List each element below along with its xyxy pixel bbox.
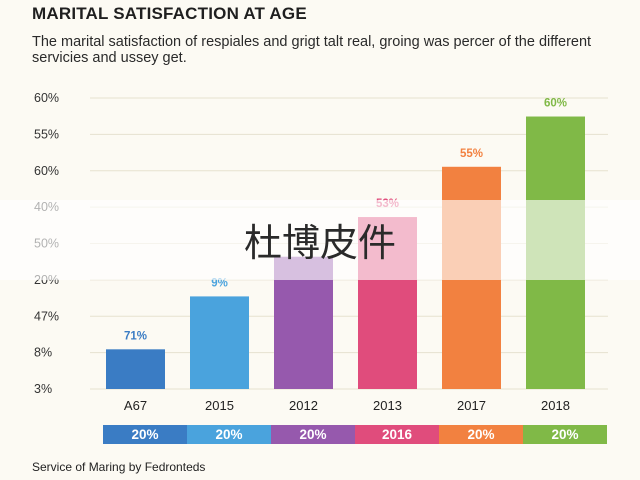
x-tick-label: 2013 (373, 398, 402, 413)
x-tick-label: 2012 (289, 398, 318, 413)
y-tick-label: 8% (34, 346, 52, 360)
strip-cell: 20% (439, 425, 523, 444)
y-tick-label: 60% (34, 91, 59, 105)
data-label: 9% (211, 277, 228, 289)
strip-cell: 20% (271, 425, 355, 444)
x-tick-label: A67 (124, 398, 147, 413)
x-axis-ticks: A67 2015 2012 2013 2017 2018 (124, 398, 570, 413)
strip-cell: 20% (187, 425, 271, 444)
y-tick-label: 55% (34, 127, 59, 141)
data-label: 60% (544, 98, 567, 110)
x-tick-label: 2017 (457, 398, 486, 413)
data-label: 71% (124, 330, 147, 342)
data-label: 55% (460, 148, 483, 160)
watermark-band (0, 200, 640, 280)
bar (106, 349, 165, 389)
x-tick-label: 2018 (541, 398, 570, 413)
strip-cell: 2016 (355, 425, 439, 444)
y-tick-label: 47% (34, 309, 59, 323)
color-strip: 20% 20% 20% 2016 20% 20% (103, 425, 607, 444)
strip-cell: 20% (103, 425, 187, 444)
x-tick-label: 2015 (205, 398, 234, 413)
chart-subtitle: The marital satisfaction of respiales an… (32, 34, 592, 66)
chart-title: MARITAL SATISFACTION AT AGE (32, 4, 307, 23)
y-tick-label: 60% (34, 164, 59, 178)
y-tick-label: 3% (34, 382, 52, 396)
watermark: 杜博皮件 (243, 221, 396, 265)
footnote: Service of Maring by Fedronteds (32, 460, 206, 474)
strip-cell: 20% (523, 425, 607, 444)
bar (190, 296, 249, 389)
